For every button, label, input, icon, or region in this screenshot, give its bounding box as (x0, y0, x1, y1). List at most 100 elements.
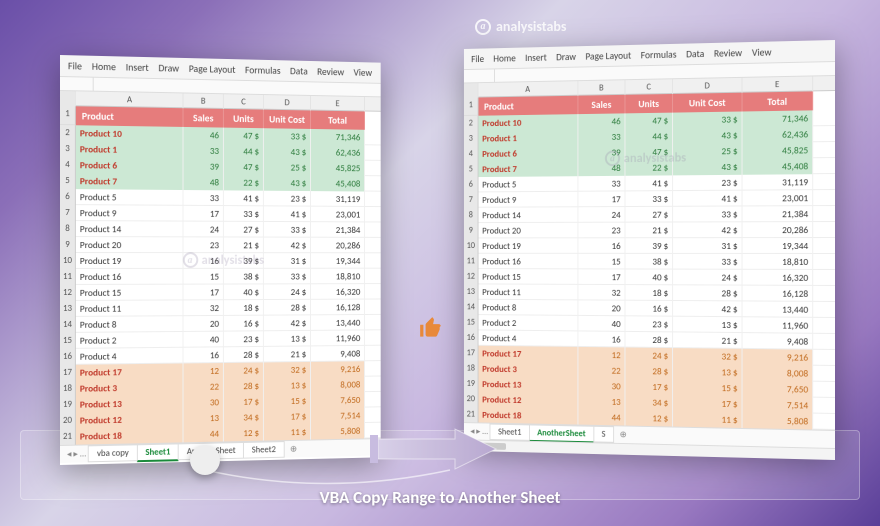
cell-product[interactable]: Product 1 (479, 130, 579, 147)
cell-product[interactable]: Product 16 (479, 254, 579, 270)
cell-sales[interactable]: 40 (184, 332, 224, 348)
cell-product[interactable]: Product 11 (76, 300, 184, 316)
cell-unit-cost[interactable]: 21 $ (264, 346, 311, 362)
cell-unit-cost[interactable]: 23 $ (264, 191, 311, 207)
cell-total[interactable]: 5,808 (743, 412, 814, 429)
cell-units[interactable]: 22 $ (625, 160, 673, 176)
header-sales[interactable]: Sales (578, 95, 625, 114)
row-number[interactable]: 12 (60, 285, 76, 301)
cell-units[interactable]: 40 $ (625, 269, 673, 285)
cell-unit-cost[interactable]: 32 $ (264, 362, 311, 378)
column-header-B[interactable]: B (578, 80, 625, 95)
cell-total[interactable]: 45,825 (743, 142, 814, 159)
cell-unit-cost[interactable]: 15 $ (673, 379, 742, 396)
column-header-E[interactable]: E (311, 96, 365, 112)
cell-product[interactable]: Product 7 (479, 161, 579, 177)
cell-total[interactable]: 9,216 (311, 361, 365, 377)
header-total[interactable]: Total (743, 91, 814, 111)
cell-units[interactable]: 33 $ (625, 191, 673, 207)
cell-sales[interactable]: 15 (578, 254, 625, 270)
cell-total[interactable]: 71,346 (743, 110, 814, 127)
cell-product[interactable]: Product 2 (76, 332, 184, 349)
table-row[interactable]: 9Product 202321 $42 $20,286 (464, 222, 835, 238)
ribbon-tab-data[interactable]: Data (686, 47, 704, 60)
row-number[interactable]: 2 (60, 125, 76, 141)
cell-product[interactable]: Product 15 (76, 285, 184, 301)
cell-sales[interactable]: 39 (578, 145, 625, 161)
row-number[interactable]: 14 (464, 300, 479, 315)
cell-product[interactable]: Product 4 (76, 348, 184, 365)
cell-unit-cost[interactable]: 33 $ (264, 128, 311, 144)
cell-total[interactable]: 7,650 (743, 381, 814, 398)
column-header-D[interactable]: D (264, 95, 311, 110)
name-box[interactable] (464, 69, 495, 82)
cell-total[interactable]: 21,384 (743, 206, 814, 222)
sheet-tab-sheet1[interactable]: Sheet1 (137, 443, 180, 462)
row-number[interactable]: 19 (60, 397, 76, 413)
cell-product[interactable]: Product 20 (479, 223, 579, 239)
cell-units[interactable]: 34 $ (224, 409, 264, 425)
cell-sales[interactable]: 44 (578, 409, 625, 426)
cell-units[interactable]: 16 $ (224, 316, 264, 332)
header-sales[interactable]: Sales (184, 108, 224, 127)
cell-unit-cost[interactable]: 42 $ (673, 301, 742, 317)
cell-product[interactable]: Product 17 (479, 346, 579, 363)
name-box[interactable] (60, 77, 94, 91)
cell-units[interactable]: 23 $ (224, 331, 264, 347)
cell-unit-cost[interactable]: 23 $ (673, 175, 742, 191)
cell-sales[interactable]: 33 (184, 143, 224, 159)
cell-total[interactable]: 20,286 (743, 222, 814, 238)
cell-unit-cost[interactable]: 43 $ (673, 159, 742, 175)
cell-product[interactable]: Product 15 (479, 269, 579, 285)
sheet-tab-anothersheet[interactable]: AnotherSheet (529, 424, 594, 443)
cell-product[interactable]: Product 3 (479, 361, 579, 378)
cell-unit-cost[interactable]: 28 $ (264, 300, 311, 316)
cell-total[interactable]: 8,008 (311, 377, 365, 393)
cell-sales[interactable]: 16 (578, 238, 625, 254)
select-all-corner[interactable] (464, 83, 479, 98)
table-row[interactable]: 10Product 191639 $31 $19,344 (464, 238, 835, 254)
cell-units[interactable]: 41 $ (625, 175, 673, 191)
cell-unit-cost[interactable]: 25 $ (264, 159, 311, 175)
table-row[interactable]: 12Product 151740 $24 $16,320 (464, 269, 835, 286)
cell-unit-cost[interactable]: 43 $ (264, 144, 311, 160)
cell-sales[interactable]: 24 (578, 207, 625, 223)
cell-total[interactable]: 16,128 (311, 300, 365, 316)
row-number[interactable]: 4 (60, 157, 76, 173)
cell-sales[interactable]: 48 (578, 160, 625, 176)
cell-unit-cost[interactable]: 17 $ (673, 395, 742, 412)
row-number[interactable]: 5 (464, 162, 479, 177)
cell-total[interactable]: 7,514 (743, 396, 814, 413)
row-number[interactable]: 10 (464, 238, 479, 253)
column-header-C[interactable]: C (224, 94, 264, 109)
cell-product[interactable]: Product 2 (479, 315, 579, 331)
cell-unit-cost[interactable]: 13 $ (264, 331, 311, 347)
cell-total[interactable]: 7,650 (311, 392, 365, 408)
cell-sales[interactable]: 32 (184, 300, 224, 316)
row-number[interactable]: 20 (464, 391, 479, 407)
cell-sales[interactable]: 33 (578, 176, 625, 192)
row-number[interactable]: 16 (464, 330, 479, 345)
cell-units[interactable]: 39 $ (224, 253, 264, 269)
cell-sales[interactable]: 16 (184, 347, 224, 363)
table-row[interactable]: 10Product 191639 $31 $19,344 (60, 253, 381, 269)
cell-product[interactable]: Product 20 (76, 237, 184, 253)
row-number[interactable]: 16 (60, 349, 76, 365)
column-header-D[interactable]: D (673, 78, 742, 94)
cell-total[interactable]: 7,514 (311, 408, 365, 424)
cell-sales[interactable]: 33 (184, 190, 224, 206)
row-number[interactable]: 3 (464, 131, 479, 147)
cell-product[interactable]: Product 6 (479, 145, 579, 162)
row-number[interactable]: 7 (464, 192, 479, 207)
cell-units[interactable]: 44 $ (224, 143, 264, 159)
header-units[interactable]: Units (224, 109, 264, 128)
cell-units[interactable]: 28 $ (625, 363, 673, 379)
cell-units[interactable]: 28 $ (224, 378, 264, 394)
cell-units[interactable]: 27 $ (224, 222, 264, 238)
tab-nav[interactable]: ◂ ▸ … (64, 448, 89, 460)
row-number[interactable]: 5 (60, 173, 76, 189)
column-header-C[interactable]: C (625, 79, 673, 95)
cell-product[interactable]: Product 18 (479, 407, 579, 424)
cell-sales[interactable]: 12 (184, 363, 224, 379)
cell-sales[interactable]: 32 (578, 285, 625, 301)
